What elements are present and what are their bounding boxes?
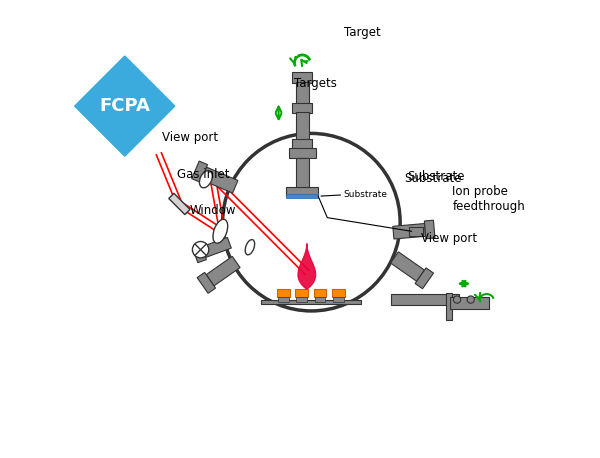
Polygon shape	[202, 237, 232, 257]
Polygon shape	[192, 161, 208, 182]
Bar	[296, 297, 307, 302]
Polygon shape	[424, 220, 435, 239]
Polygon shape	[201, 167, 238, 193]
Polygon shape	[206, 256, 240, 286]
Bar	[292, 139, 312, 149]
Bar	[296, 82, 308, 104]
Circle shape	[454, 296, 461, 303]
Bar	[333, 297, 344, 302]
Circle shape	[223, 133, 400, 311]
Circle shape	[193, 241, 209, 258]
Bar	[409, 227, 423, 236]
Bar	[296, 158, 308, 188]
Ellipse shape	[245, 240, 254, 255]
Text: Ion probe
feedthrough: Ion probe feedthrough	[452, 185, 525, 213]
Bar	[314, 297, 325, 302]
Bar	[391, 294, 460, 305]
Text: Window: Window	[190, 204, 236, 217]
Polygon shape	[193, 245, 206, 263]
Text: Gas inlet: Gas inlet	[177, 168, 229, 181]
Bar	[262, 300, 361, 304]
Polygon shape	[197, 273, 215, 293]
Text: Substrate: Substrate	[407, 170, 464, 183]
Bar	[446, 293, 452, 320]
Bar	[286, 194, 318, 198]
Bar	[314, 289, 326, 297]
Text: Targets: Targets	[295, 76, 337, 89]
Text: Substrate: Substrate	[343, 191, 387, 199]
Ellipse shape	[213, 219, 227, 243]
Bar	[277, 289, 290, 297]
Bar	[292, 103, 312, 113]
Bar	[450, 297, 489, 309]
Polygon shape	[74, 56, 175, 156]
Bar	[296, 112, 308, 140]
Ellipse shape	[199, 170, 212, 188]
Bar	[292, 72, 312, 83]
Text: Substrate: Substrate	[405, 172, 462, 185]
Polygon shape	[391, 252, 424, 281]
Bar	[332, 289, 344, 297]
Bar	[286, 187, 318, 196]
Bar	[289, 148, 316, 158]
Polygon shape	[169, 193, 190, 215]
Polygon shape	[415, 268, 434, 289]
Polygon shape	[393, 224, 425, 239]
Circle shape	[467, 296, 475, 303]
Bar	[278, 297, 289, 302]
Text: Target: Target	[344, 27, 381, 39]
Bar	[295, 289, 308, 297]
Text: View port: View port	[421, 232, 477, 245]
Text: FCPA: FCPA	[100, 97, 150, 115]
Polygon shape	[298, 244, 316, 289]
Text: View port: View port	[162, 131, 218, 144]
